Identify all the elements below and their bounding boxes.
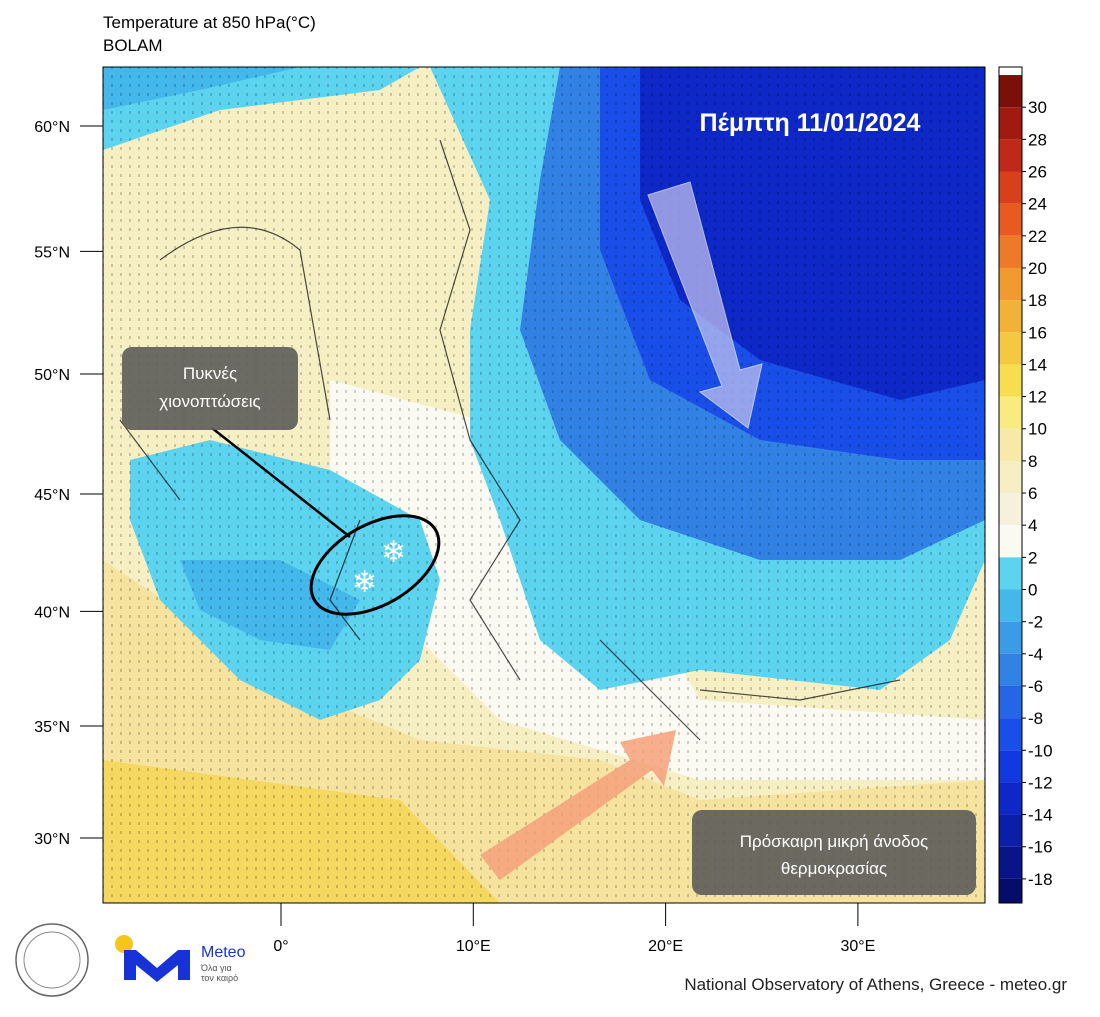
colorbar-label: 10 [1028,420,1047,439]
annotation-box [692,810,976,895]
colorbar-label: -14 [1028,806,1053,825]
colorbar-bin [999,782,1022,815]
colorbar-label: -2 [1028,613,1043,632]
map-frame [102,66,986,904]
title: Temperature at 850 hPa(°C) [103,13,316,32]
colorbar-bin [999,653,1022,686]
colorbar-label: 0 [1028,581,1037,600]
lat-label: 50°N [34,367,70,384]
map-field [103,67,985,903]
lat-label: 35°N [34,719,70,736]
colorbar-label: 14 [1028,355,1047,374]
colorbar-label: -18 [1028,870,1053,889]
lat-label: 45°N [34,487,70,504]
colorbar-bin [999,300,1022,333]
noa-seal [23,931,81,989]
colorbar-bin [999,267,1022,301]
logo-mark [124,950,190,982]
colorbar-bin [999,203,1022,236]
date-label: Πέμπτη 11/01/2024 [700,109,921,137]
colorbar-bin [999,525,1022,558]
logo-brand: Meteo [201,944,246,961]
cold-arrow [647,181,763,429]
annotation-text: Πρόσκαιρη μικρή άνοδος [740,832,928,851]
snowflake-icon: ❄ [381,536,406,569]
warm-arrow [480,730,676,880]
pointer-line [211,427,351,538]
lon-label: 20°E [648,938,683,955]
colorbar-label: 30 [1028,98,1047,117]
colorbar-label: 26 [1028,163,1047,182]
annotation-text: χιονοπτώσεις [159,392,260,411]
lat-label: 60°N [34,119,70,136]
colorbar-label: -4 [1028,645,1043,664]
snow-ellipse [309,514,441,616]
colorbar-bin [999,557,1022,590]
colorbar-frame [998,66,1023,904]
colorbar-bin [999,846,1022,879]
lat-label: 30°N [34,831,70,848]
colorbar-label: 4 [1028,516,1037,535]
colorbar-label: 20 [1028,259,1047,278]
colorbar-label: 22 [1028,227,1047,246]
colorbar-label: 8 [1028,452,1037,471]
colorbar-bin [999,621,1022,654]
logo-sun [115,935,133,953]
colorbar-bin [999,750,1022,783]
colorbar-bin [999,493,1022,526]
colorbar-label: 18 [1028,291,1047,310]
lat-label: 40°N [34,604,70,621]
credit: National Observatory of Athens, Greece -… [684,975,1067,994]
colorbar-bin [999,878,1022,903]
colorbar-bin [999,396,1022,429]
annotation-text: Πυκνές [183,364,237,383]
annotation-box [122,347,298,430]
annotation-text: θερμοκρασίας [781,859,887,878]
colorbar-bin [999,107,1022,140]
snowflake-icon: ❄ [352,566,377,599]
logo-slogan: Όλα για [200,963,232,973]
colorbar-bin [999,460,1022,494]
colorbar-label: 2 [1028,548,1037,567]
colorbar-label: 16 [1028,323,1047,342]
colorbar-label: 24 [1028,195,1047,214]
colorbar-label: -16 [1028,838,1053,857]
colorbar-bin [999,685,1022,719]
noa-seal [15,923,89,997]
colorbar-bin [999,171,1022,204]
colorbar-bin [999,364,1022,397]
lon-label: 30°E [840,938,875,955]
colorbar-label: 6 [1028,484,1037,503]
colorbar-bin [999,75,1022,108]
colorbar-bin [999,235,1022,268]
colorbar-label: -12 [1028,773,1053,792]
colorbar-bin [999,428,1022,461]
colorbar-label: -6 [1028,677,1043,696]
colorbar-bin [999,332,1022,365]
colorbar-label: 12 [1028,388,1047,407]
colorbar-label: -10 [1028,741,1053,760]
logo-slogan: τον καιρό [201,973,238,983]
lon-label: 10°E [456,938,491,955]
colorbar-bin [999,814,1022,847]
colorbar-bin [999,139,1022,172]
colorbar-bin [999,589,1022,622]
lat-label: 55°N [34,244,70,261]
lon-label: 0° [273,938,288,955]
colorbar-bin [999,718,1022,751]
colorbar-label: -8 [1028,709,1043,728]
colorbar-label: 28 [1028,130,1047,149]
model: BOLAM [103,36,163,55]
